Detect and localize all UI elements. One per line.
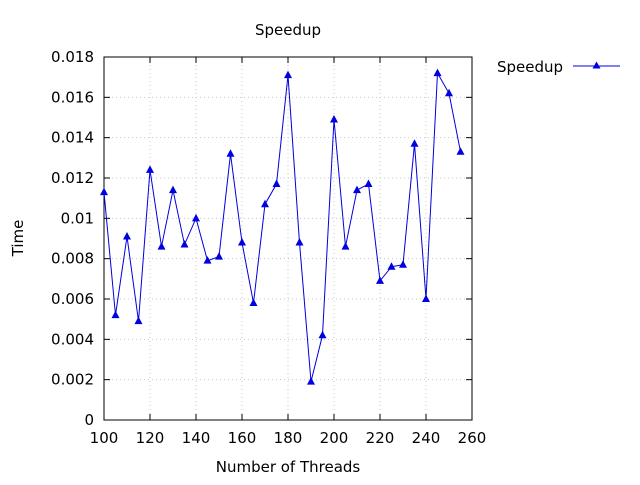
- x-tick-label: 160: [228, 429, 257, 447]
- data-point-marker: [284, 70, 292, 79]
- data-point-marker: [123, 231, 131, 240]
- data-point-marker: [387, 262, 396, 270]
- data-point-marker: [192, 213, 200, 222]
- y-tick-label: 0.004: [51, 330, 94, 348]
- data-point-marker: [203, 256, 212, 264]
- data-point-marker: [226, 149, 235, 157]
- data-point-marker: [318, 330, 327, 339]
- x-tick-label: 180: [274, 429, 303, 447]
- y-tick-label: 0.016: [51, 88, 94, 106]
- series-layer: [100, 68, 465, 385]
- data-point-marker: [422, 294, 430, 302]
- x-tick-label: 260: [458, 429, 487, 447]
- y-tick-label: 0: [84, 411, 94, 429]
- data-point-marker: [307, 377, 315, 385]
- chart-title: Speedup: [255, 21, 321, 39]
- y-tick-label: 0.012: [51, 169, 94, 187]
- data-point-marker: [111, 310, 120, 319]
- x-tick-label: 140: [182, 429, 211, 447]
- x-tick-labels: 100 120 140 160 180 200 220 240 260: [90, 429, 487, 447]
- data-point-marker: [169, 185, 177, 194]
- legend: Speedup: [497, 58, 620, 76]
- series-line: [103, 71, 461, 382]
- y-tick-label: 0.006: [51, 290, 94, 308]
- data-point-marker: [364, 179, 373, 188]
- y-tick-label: 0.018: [51, 48, 94, 66]
- y-axis-label: Time: [9, 220, 27, 258]
- legend-marker: [592, 61, 601, 69]
- data-point-marker: [100, 187, 108, 196]
- y-tick-label: 0.002: [51, 371, 94, 389]
- legend-label: Speedup: [497, 58, 563, 76]
- axis-ticks: [103, 56, 473, 421]
- y-tick-labels: 0 0.002 0.004 0.006 0.008 0.01 0.012 0.014 0.016…: [51, 48, 94, 429]
- x-tick-label: 240: [412, 429, 441, 447]
- data-point-marker: [249, 298, 258, 307]
- data-point-marker: [341, 242, 350, 250]
- x-tick-label: 220: [366, 429, 395, 447]
- x-tick-label: 100: [90, 429, 119, 447]
- data-point-marker: [238, 238, 246, 246]
- data-point-marker: [410, 139, 419, 147]
- data-point-marker: [261, 199, 269, 208]
- y-tick-label: 0.014: [51, 129, 94, 147]
- data-point-marker: [180, 240, 189, 248]
- x-axis-label: Number of Threads: [216, 458, 361, 476]
- data-point-marker: [456, 147, 465, 155]
- data-point-marker: [157, 242, 166, 250]
- grid-lines: [104, 57, 472, 420]
- data-point-marker: [399, 260, 407, 268]
- data-point-marker: [376, 276, 384, 284]
- data-point-marker: [353, 185, 361, 194]
- data-point-marker: [146, 165, 154, 173]
- y-tick-label: 0.008: [51, 250, 94, 268]
- data-point-marker: [215, 252, 223, 260]
- data-point-marker: [445, 88, 453, 97]
- data-point-marker: [272, 179, 281, 188]
- x-tick-label: 120: [136, 429, 165, 447]
- data-point-marker: [134, 316, 143, 325]
- y-tick-label: 0.01: [61, 209, 94, 227]
- x-tick-label: 200: [320, 429, 349, 447]
- data-point-marker: [295, 238, 304, 246]
- data-point-marker: [433, 68, 442, 77]
- data-point-marker: [330, 115, 338, 123]
